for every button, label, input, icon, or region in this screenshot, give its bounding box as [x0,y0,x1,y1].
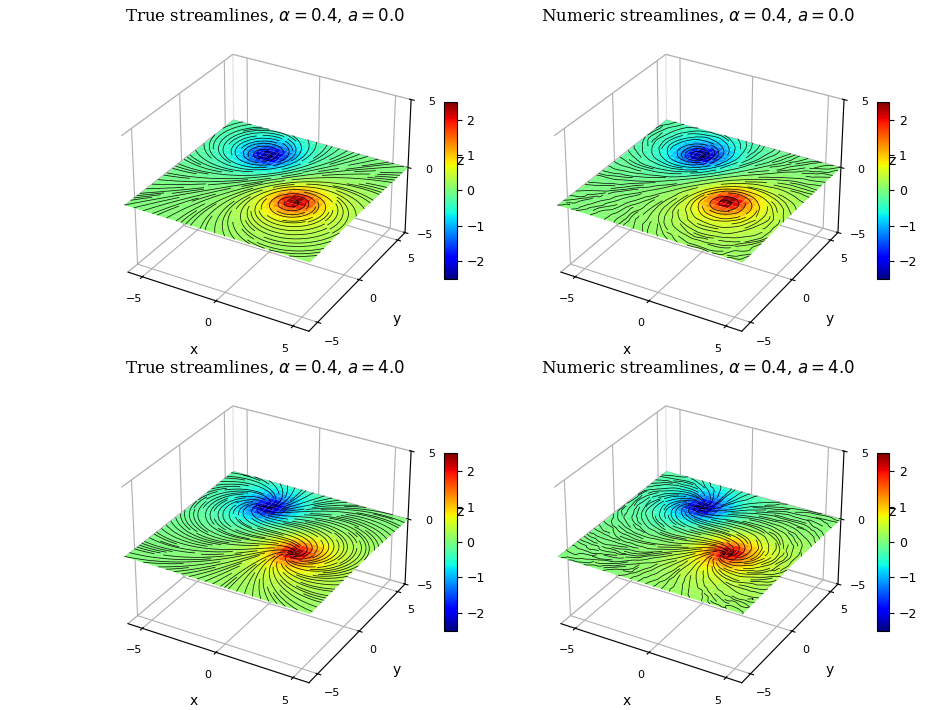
Title: True streamlines, $\alpha = 0.4$, $a = 4.0$: True streamlines, $\alpha = 0.4$, $a = 4… [125,359,405,377]
X-axis label: x: x [622,694,631,709]
Y-axis label: y: y [825,312,833,326]
X-axis label: x: x [189,694,197,709]
Title: Numeric streamlines, $\alpha = 0.4$, $a = 4.0$: Numeric streamlines, $\alpha = 0.4$, $a … [541,359,855,377]
X-axis label: x: x [622,343,631,357]
Title: Numeric streamlines, $\alpha = 0.4$, $a = 0.0$: Numeric streamlines, $\alpha = 0.4$, $a … [541,7,855,26]
Title: True streamlines, $\alpha = 0.4$, $a = 0.0$: True streamlines, $\alpha = 0.4$, $a = 0… [125,7,405,26]
Y-axis label: y: y [393,663,401,677]
Y-axis label: y: y [825,663,833,677]
Y-axis label: y: y [393,312,401,326]
X-axis label: x: x [189,343,197,357]
